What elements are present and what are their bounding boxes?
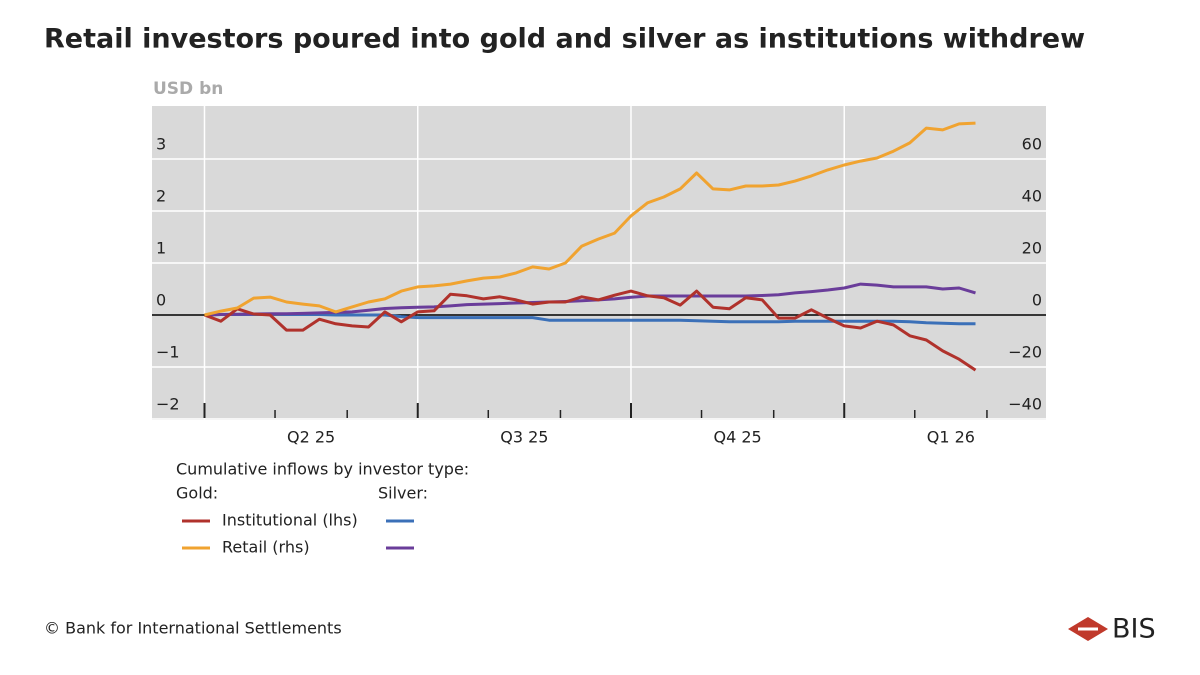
y-tick-label: 2 (156, 187, 166, 206)
chart-title: Retail investors poured into gold and si… (44, 24, 1085, 55)
y-tick-label: 1 (156, 239, 166, 258)
legend-label: Institutional (lhs) (222, 511, 358, 530)
y-tick-label: −2 (156, 395, 180, 414)
logo: BIS (1068, 614, 1156, 645)
y2-tick-label: 60 (1022, 135, 1042, 154)
x-tick-label: Q3 25 (500, 428, 548, 447)
y-tick-label: −1 (156, 343, 180, 362)
series-line (204, 121, 976, 317)
source: © Bank for International Settlements (44, 619, 342, 638)
x-tick-label: Q1 26 (927, 428, 975, 447)
y-tick-label: 0 (156, 291, 166, 310)
y2-tick-label: −40 (1008, 395, 1042, 414)
legend-group: Silver: (378, 484, 428, 503)
y2-tick-label: 40 (1022, 187, 1042, 206)
logo-text: BIS (1112, 614, 1156, 645)
legend-group: Gold: (176, 484, 218, 503)
y2-tick-label: −20 (1008, 343, 1042, 362)
legend-label: Retail (rhs) (222, 538, 310, 557)
y-tick-label: 3 (156, 135, 166, 154)
series-line (204, 312, 976, 326)
y2-tick-label: 20 (1022, 239, 1042, 258)
legend-title: Cumulative inflows by investor type: (176, 460, 469, 479)
series-line (203, 289, 977, 372)
axis-unit: USD bn (153, 79, 223, 99)
x-tick-label: Q4 25 (714, 428, 762, 447)
y2-tick-label: 0 (1032, 291, 1042, 310)
x-tick-label: Q2 25 (287, 428, 335, 447)
